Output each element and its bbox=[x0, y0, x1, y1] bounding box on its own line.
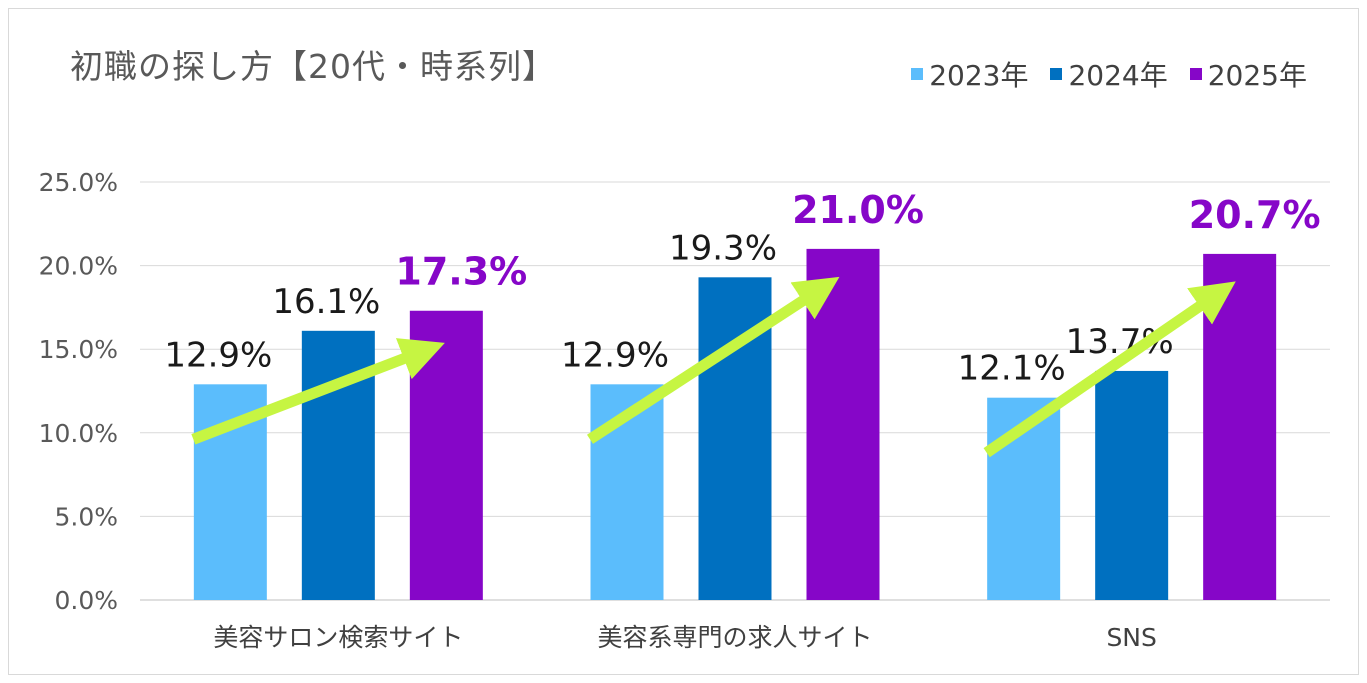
data-label: 20.7% bbox=[1189, 193, 1321, 237]
trend-arrow bbox=[191, 338, 445, 445]
chart-title: 初職の探し方【20代・時系列】 bbox=[70, 47, 556, 86]
data-label: 19.3% bbox=[669, 228, 777, 268]
y-tick-label: 15.0% bbox=[39, 335, 118, 364]
trend-arrow bbox=[586, 276, 840, 444]
data-label: 12.9% bbox=[164, 335, 272, 375]
y-tick-label: 0.0% bbox=[54, 586, 118, 615]
category-label: 美容サロン検索サイト bbox=[213, 623, 463, 652]
legend-swatch-2025 bbox=[1189, 68, 1202, 80]
data-label: 21.0% bbox=[792, 188, 924, 232]
trend-arrow bbox=[983, 281, 1236, 458]
legend-label-2024: 2024年 bbox=[1068, 59, 1168, 92]
bar bbox=[806, 248, 880, 600]
data-label: 16.1% bbox=[272, 282, 380, 322]
legend-label-2025: 2025年 bbox=[1207, 59, 1307, 92]
data-label: 17.3% bbox=[395, 250, 527, 294]
legend-item-2023: 2023年 bbox=[911, 54, 1028, 94]
legend-swatch-2024 bbox=[1050, 68, 1063, 80]
legend: 2023年 2024年 2025年 bbox=[911, 54, 1307, 94]
y-tick-label: 10.0% bbox=[39, 419, 118, 448]
data-label: 12.1% bbox=[958, 349, 1066, 389]
bar bbox=[1095, 370, 1169, 600]
data-label: 12.9% bbox=[561, 335, 669, 375]
category-label: SNS bbox=[1106, 623, 1156, 652]
y-tick-label: 25.0% bbox=[39, 168, 118, 197]
legend-label-2023: 2023年 bbox=[929, 59, 1029, 92]
legend-swatch-2023 bbox=[911, 68, 924, 80]
legend-item-2025: 2025年 bbox=[1189, 54, 1307, 94]
y-tick-label: 5.0% bbox=[54, 502, 118, 531]
category-label: 美容系専門の求人サイト bbox=[597, 623, 872, 652]
legend-item-2024: 2024年 bbox=[1050, 54, 1168, 94]
bar bbox=[1203, 253, 1277, 600]
y-tick-label: 20.0% bbox=[39, 252, 118, 281]
